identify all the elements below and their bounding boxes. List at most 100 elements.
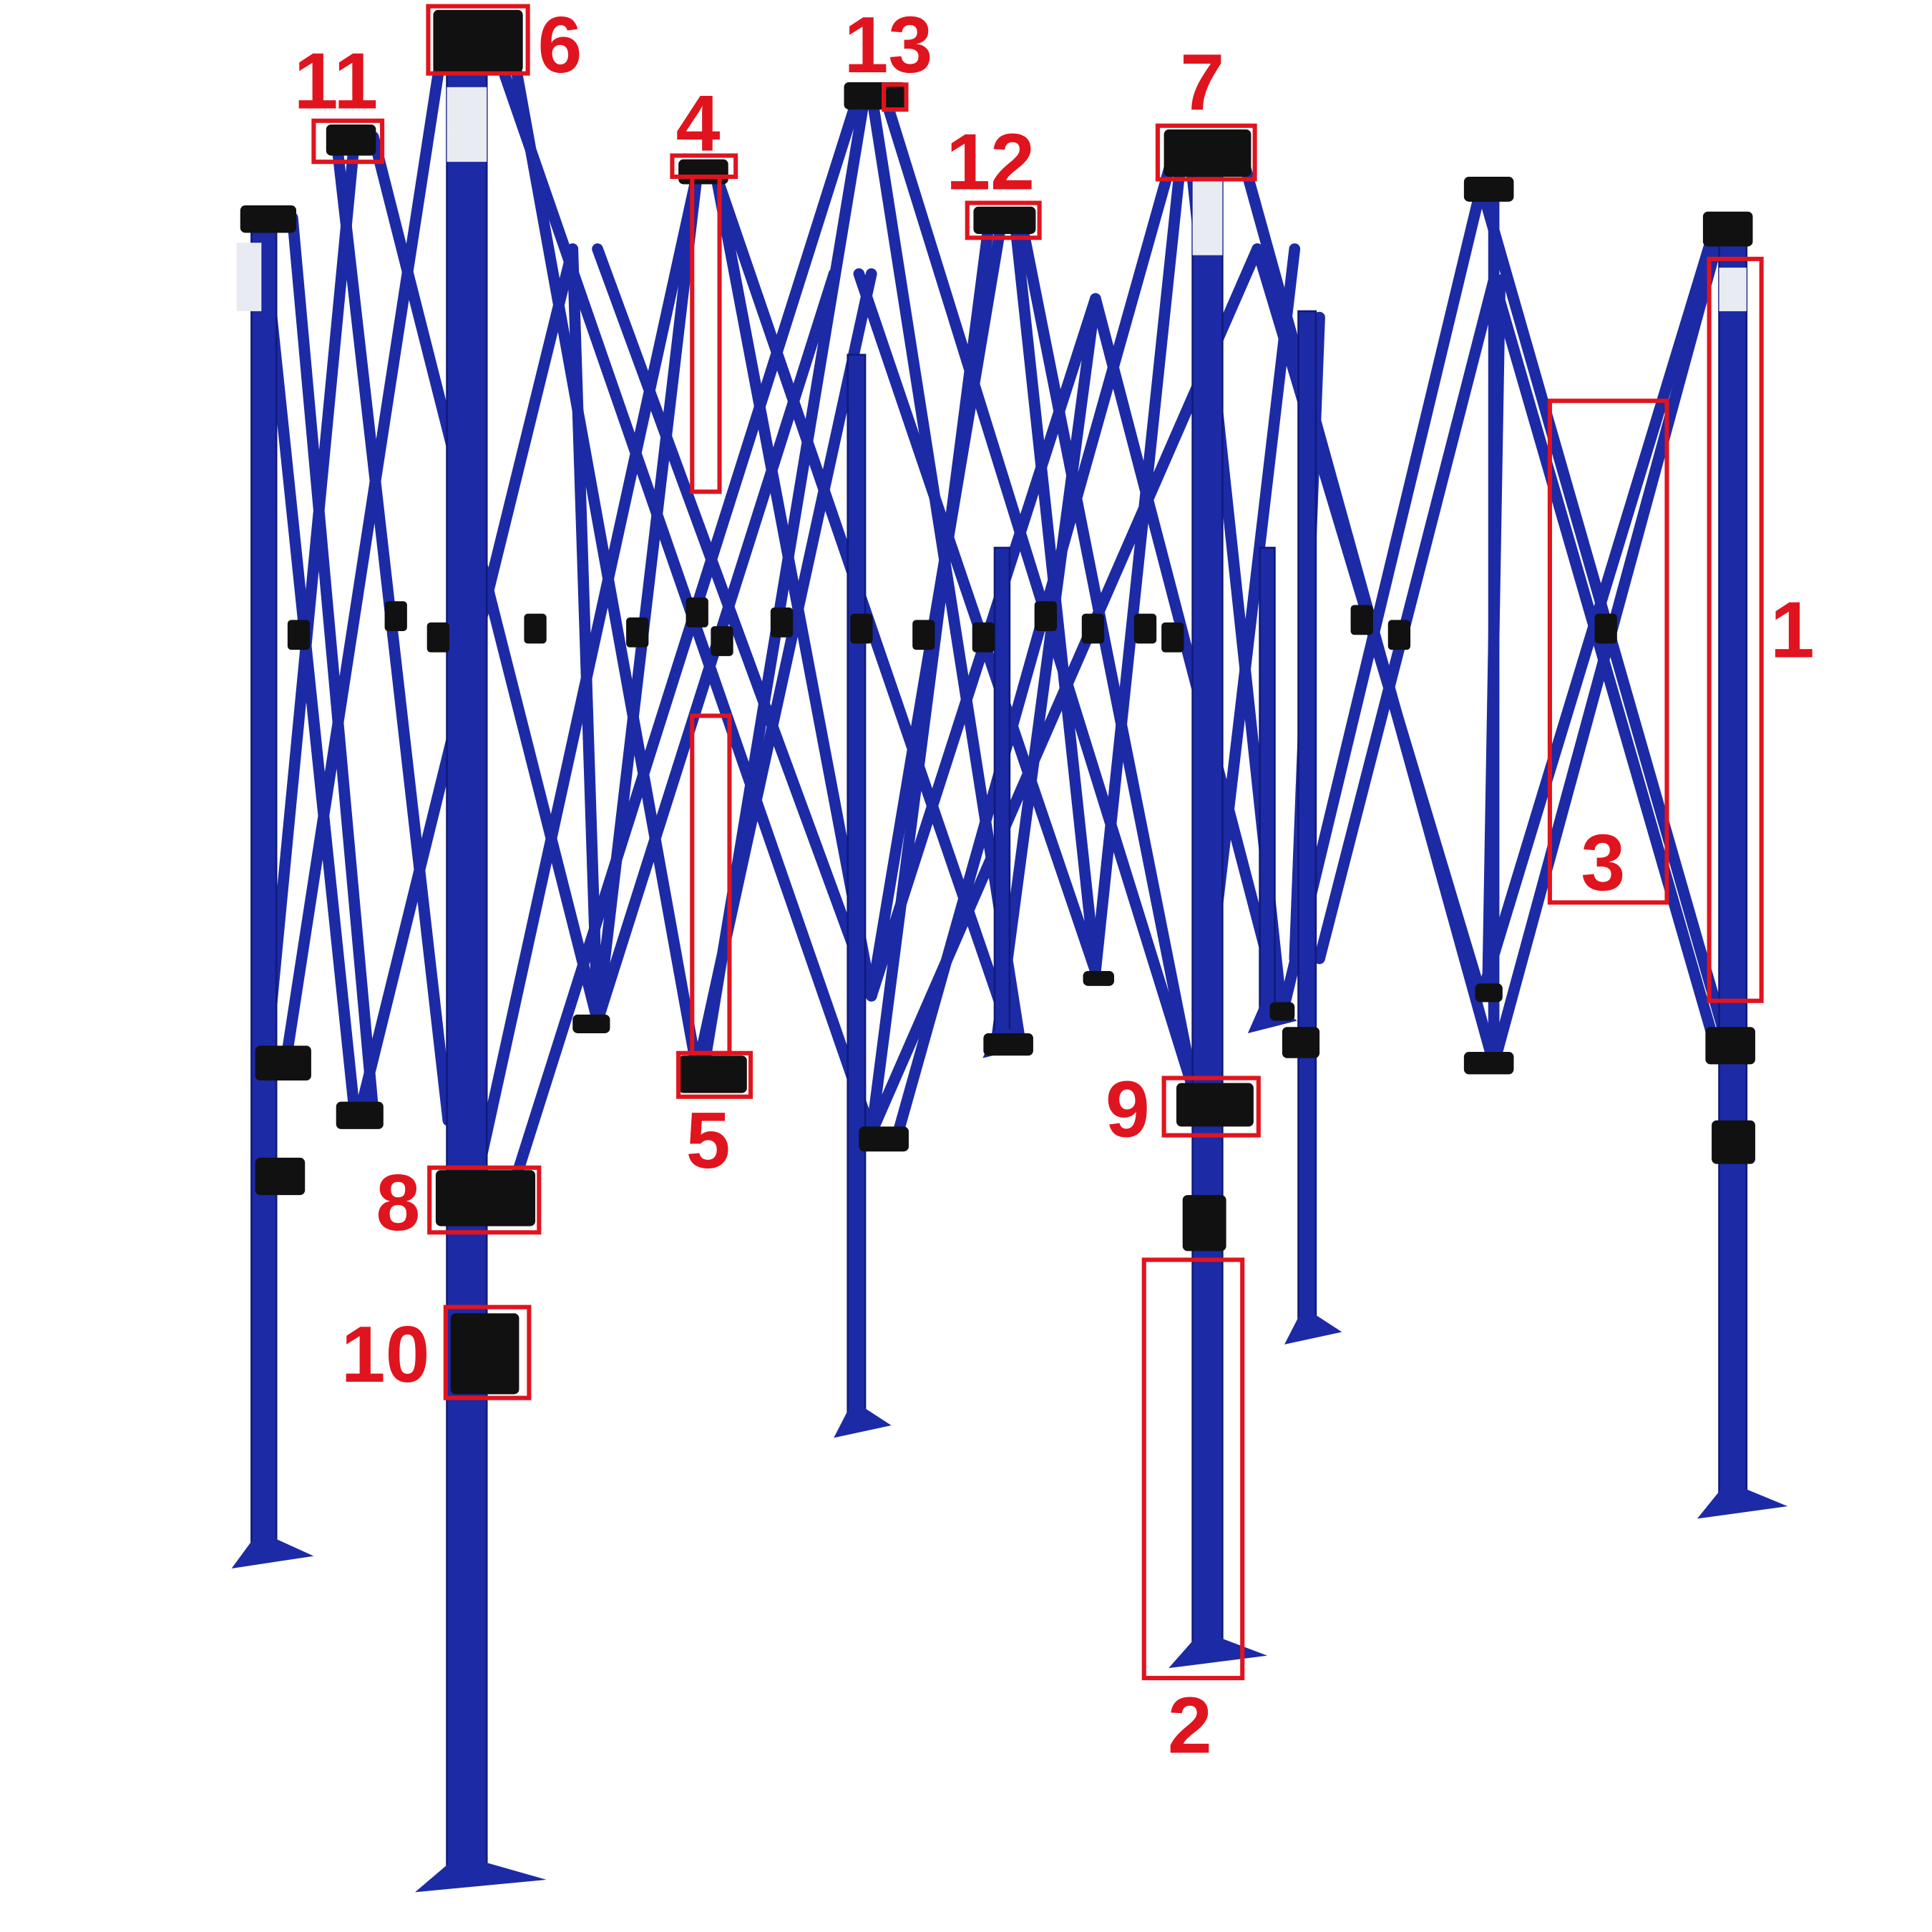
callout-11-box [311,118,385,165]
callout-7-box [1155,123,1257,182]
callout-3: 3 [1547,399,1669,907]
pivot-joint [626,617,649,648]
truss-bar [486,31,877,1138]
callout-2-label: 2 [1168,1680,1212,1770]
callout-8-label: 8 [376,1158,420,1247]
truss-bar [710,168,877,1002]
truss-bar [878,87,1201,1101]
leg-pole [1191,148,1224,1657]
fitting-bracket [255,1045,311,1081]
callout-7-label: 7 [1180,37,1224,127]
fitting-bracket [1463,1052,1514,1075]
fitting-bracket [433,9,523,72]
fitting-bracket [1176,1083,1254,1127]
callout-5: 5 [676,713,753,1185]
leg-pole [446,49,488,1881]
fitting-bracket [844,82,907,110]
pivot-joint [384,601,407,632]
foot-plate [231,1531,314,1569]
truss-bar [567,243,603,1027]
callout-13: 13 [844,0,933,112]
truss-bar [1475,212,1724,1002]
callout-5-box-hub [676,1050,753,1099]
pole-sleeve [236,243,262,311]
truss-bar [691,268,877,1076]
pivot-joint [524,613,547,644]
callout-6-box [426,4,530,76]
callout-11-label: 11 [294,36,379,125]
truss-bar [1314,274,1500,965]
leg-pole [1297,310,1317,1333]
callout-3-label: 3 [1581,818,1625,907]
fitting-bracket [572,1014,610,1033]
foot-plate [415,1855,547,1893]
callouts: 1 2 3 4 5 6 7 8 [294,0,1815,1770]
fitting-bracket [1475,983,1503,1002]
pivot-joint [686,597,708,628]
pivot-joint [1161,622,1184,653]
callout-8: 8 [376,1158,542,1247]
truss-bar [262,131,361,1052]
pivot-joint [1133,613,1157,644]
leg-pole [1259,547,1276,1022]
fitting-bracket [1269,1002,1295,1021]
callout-11: 11 [294,36,385,165]
callout-1: 1 [1707,256,1815,1003]
fitting-bracket [1463,177,1514,202]
pivot-joint [426,622,450,653]
callout-1-box [1707,256,1764,1003]
fitting-bracket [1083,970,1115,986]
leg-pole [847,353,867,1427]
callout-2-box [1141,1257,1245,1681]
truss-bar [504,31,703,1076]
fitting-bracket [973,206,1036,235]
callout-10-label: 10 [341,1309,430,1399]
pivot-joint [770,607,794,638]
fitting-bracket [1712,1120,1755,1164]
foot-plate [1697,1481,1788,1519]
pivot-joint [1594,613,1617,644]
fitting-bracket [1163,129,1252,177]
leg-pole [250,213,278,1557]
truss-bar [504,87,865,1201]
callout-4: 4 [670,79,738,494]
leg-pole [1718,217,1748,1508]
fitting-bracket [240,205,297,233]
pivot-joint [1081,613,1105,644]
truss-bar [1090,137,1189,977]
truss-bar [286,212,379,1120]
callout-13-label: 13 [844,0,933,89]
fitting-bracket [1182,1195,1226,1252]
truss-bar [280,44,448,1064]
fitting-bracket [326,124,376,156]
pivot-joint [711,626,733,656]
fittings [240,9,1755,1395]
truss-bar [592,243,877,1002]
callout-9-label: 9 [1106,1064,1150,1153]
callout-9-box [1161,1075,1261,1138]
truss-bar [990,293,1101,1052]
fitting-bracket [1705,1027,1755,1065]
legs [231,49,1788,1893]
pole-sleeve [1719,268,1747,311]
callout-5-label: 5 [686,1096,731,1185]
leg-pole [993,547,1011,1047]
pole-sleeve [447,87,487,162]
callout-7: 7 [1155,37,1257,182]
truss-bar [1015,212,1201,1101]
callout-1-label: 1 [1770,585,1815,675]
callout-10: 10 [341,1304,532,1400]
fitting-bracket [1702,211,1753,247]
pivot-joint [1387,620,1411,650]
fitting-bracket [255,1157,306,1196]
pivot-joint [912,620,935,650]
truss-bar [467,168,703,1201]
callout-9: 9 [1106,1064,1261,1153]
truss-bar [865,212,1008,1002]
callout-4-label: 4 [676,79,721,168]
callout-10-box [443,1304,532,1400]
callout-8-box [427,1165,542,1235]
callout-13-box [882,82,909,112]
fitting-bracket [983,1033,1033,1056]
